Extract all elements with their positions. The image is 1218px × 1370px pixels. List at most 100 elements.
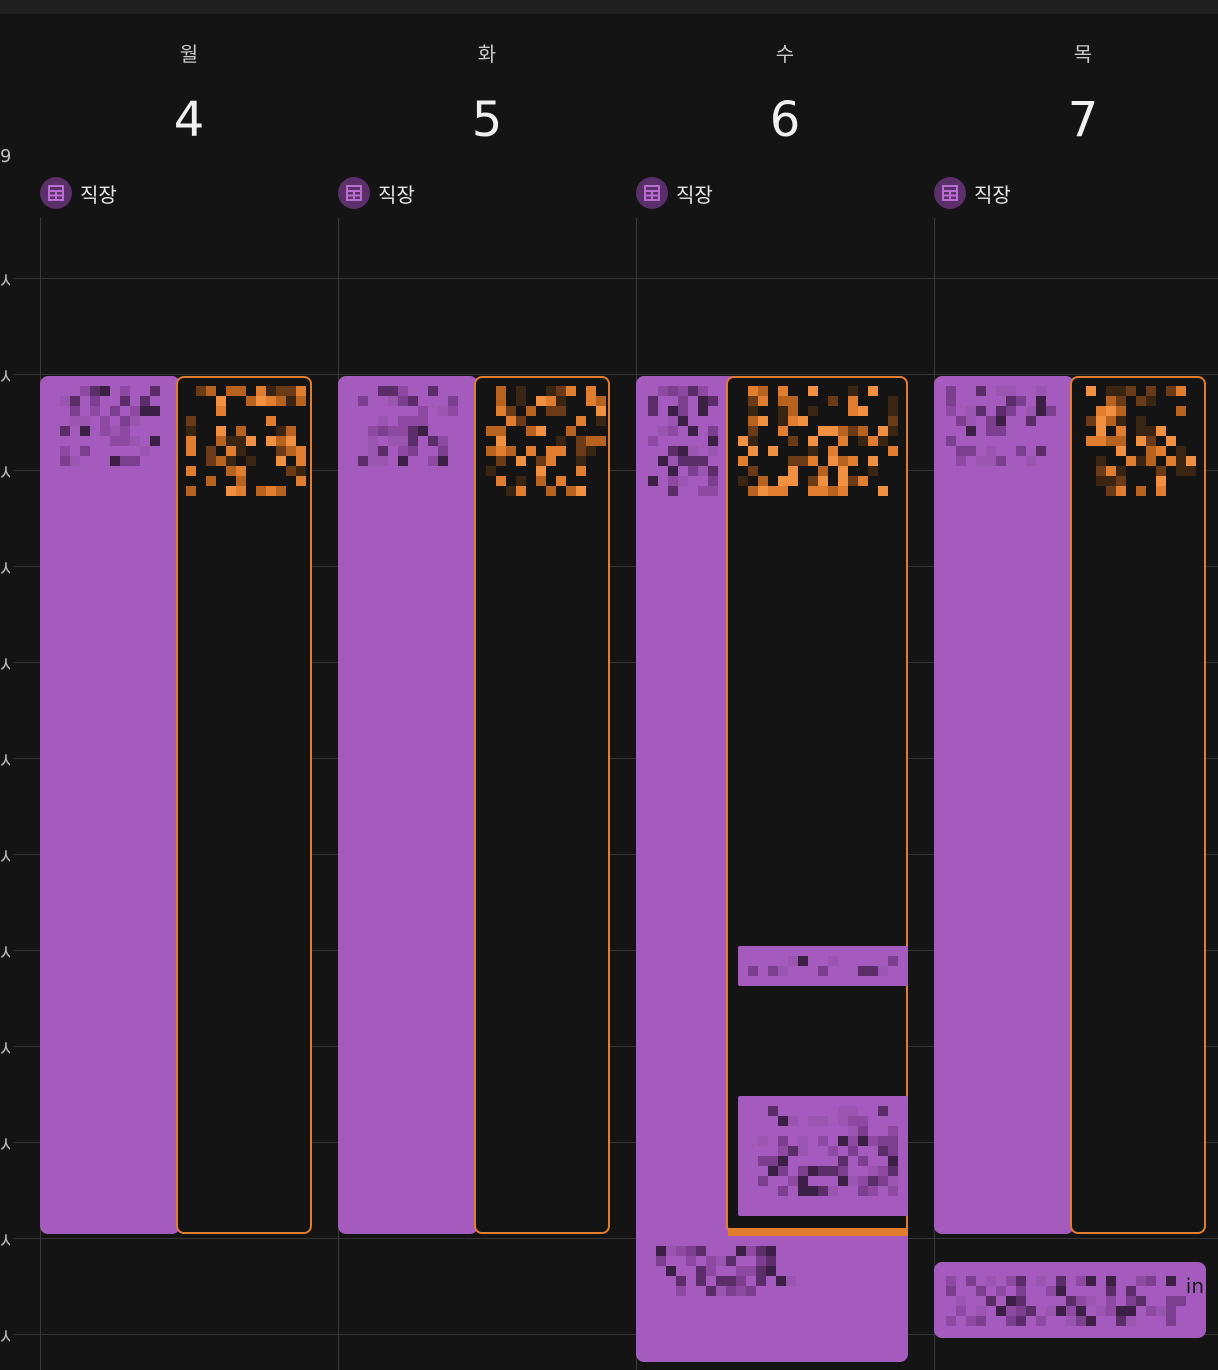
event-block-orange[interactable] <box>176 376 312 1234</box>
day-number[interactable]: 7 <box>1067 92 1099 148</box>
pixel <box>1006 386 1016 396</box>
pixel <box>1166 436 1176 446</box>
pixel <box>828 426 838 436</box>
pixel <box>858 1176 868 1186</box>
pixel <box>556 476 566 486</box>
event-block-orange[interactable] <box>726 376 908 1234</box>
pixel <box>186 486 196 496</box>
pixel <box>748 446 758 456</box>
pixel <box>140 396 150 406</box>
event-block-purple[interactable] <box>338 376 478 1234</box>
event-block-orange[interactable] <box>474 376 610 1234</box>
pixel <box>956 1306 966 1316</box>
pixel <box>496 406 506 416</box>
pixel <box>1166 386 1176 396</box>
pixel <box>838 1166 848 1176</box>
pixel <box>1116 466 1126 476</box>
pixel <box>1036 406 1046 416</box>
event-block-purple[interactable] <box>934 376 1074 1234</box>
pixel <box>888 1176 898 1186</box>
pixel <box>1176 466 1186 476</box>
pixel <box>358 396 368 406</box>
allday-chip-thu[interactable]: 직장 <box>934 176 1011 210</box>
pixel <box>1156 466 1166 476</box>
pixel <box>878 1106 888 1116</box>
day-number[interactable]: 4 <box>173 92 205 148</box>
pixel <box>1106 386 1116 396</box>
pixel <box>828 446 838 456</box>
day-number[interactable]: 5 <box>471 92 503 148</box>
allday-chip-wed[interactable]: 직장 <box>636 176 713 210</box>
pixel <box>808 1186 818 1196</box>
pixel <box>868 1186 878 1196</box>
pixel <box>888 1156 898 1166</box>
pixel <box>1136 486 1146 496</box>
pixel <box>1116 1306 1126 1316</box>
pixel <box>798 416 808 426</box>
pixel <box>120 426 130 436</box>
pixel <box>516 456 526 466</box>
pixel <box>378 426 388 436</box>
pixel <box>596 436 606 446</box>
pixel <box>566 486 576 496</box>
pixel <box>756 1276 766 1286</box>
pixel <box>868 1176 878 1186</box>
pixel <box>286 446 296 456</box>
pixel <box>526 446 536 456</box>
pixel <box>428 386 438 396</box>
pixel <box>986 426 996 436</box>
pixel <box>838 1156 848 1166</box>
allday-chip-mon[interactable]: 직장 <box>40 176 117 210</box>
pixel <box>748 386 758 396</box>
pixel <box>658 456 668 466</box>
pixel <box>748 396 758 406</box>
pixel <box>758 476 768 486</box>
hour-label: 시 <box>0 944 10 964</box>
pixel <box>858 1126 868 1136</box>
event-block-purple[interactable] <box>40 376 180 1234</box>
pixel <box>226 486 236 496</box>
pixel <box>878 1176 888 1186</box>
pixel <box>1106 1306 1116 1316</box>
allday-chip-tue[interactable]: 직장 <box>338 176 415 210</box>
pixel <box>266 396 276 406</box>
pixel <box>1016 446 1026 456</box>
pixel <box>828 1146 838 1156</box>
pixel <box>266 386 276 396</box>
pixel <box>246 456 256 466</box>
pixel <box>986 416 996 426</box>
pixel <box>716 1286 726 1296</box>
time-grid[interactable]: 시 시 시 시 시 시 시 시 시 시 시 시 in <box>0 218 1218 1370</box>
pixel <box>666 1246 676 1256</box>
pixel <box>1116 436 1126 446</box>
pixel <box>1106 1286 1116 1296</box>
pixel <box>236 426 246 436</box>
pixel <box>1026 406 1036 416</box>
pixel <box>1016 396 1026 406</box>
pixel <box>1166 1296 1176 1306</box>
pixel <box>678 456 688 466</box>
day-number[interactable]: 6 <box>769 92 801 148</box>
pixel <box>536 476 546 486</box>
event-block-orange[interactable] <box>1070 376 1206 1234</box>
pixel <box>1136 1296 1146 1306</box>
pixel <box>206 456 216 466</box>
hour-line <box>14 374 1218 375</box>
pixel <box>848 1146 858 1156</box>
pixel <box>966 416 976 426</box>
pixel <box>576 446 586 456</box>
pixel <box>788 406 798 416</box>
pixel <box>506 406 516 416</box>
pixel <box>368 436 378 446</box>
pixel <box>956 456 966 466</box>
pixel <box>70 406 80 416</box>
pixel <box>1126 1296 1136 1306</box>
pixel <box>1126 1316 1136 1326</box>
pixel <box>748 436 758 446</box>
pixel <box>546 406 556 416</box>
pixel <box>966 426 976 436</box>
pixel <box>496 426 506 436</box>
pixel <box>688 456 698 466</box>
pixel <box>878 426 888 436</box>
pixel <box>688 446 698 456</box>
